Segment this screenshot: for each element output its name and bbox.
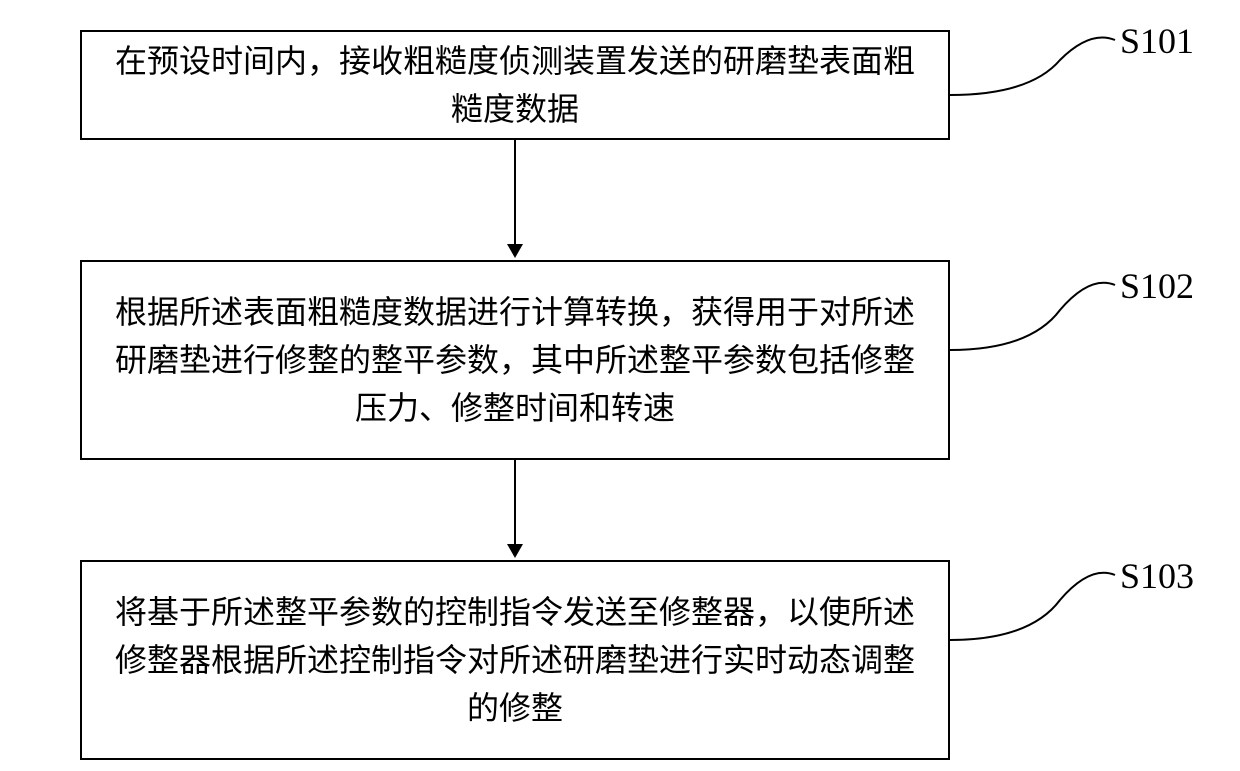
flow-step-3-text: 将基于所述整平参数的控制指令发送至修整器，以使所述修整器根据所述控制指令对所述研… [102, 588, 928, 732]
arrow-2-head [507, 544, 523, 558]
flow-step-2-text: 根据所述表面粗糙度数据进行计算转换，获得用于对所述研磨垫进行修整的整平参数，其中… [102, 288, 928, 432]
step-label-2-text: S102 [1120, 266, 1194, 306]
connector-1 [950, 20, 1120, 100]
arrow-2-line [514, 460, 516, 544]
step-label-3-text: S103 [1120, 556, 1194, 596]
connector-2 [950, 265, 1120, 355]
step-label-1: S101 [1120, 20, 1194, 62]
step-label-2: S102 [1120, 265, 1194, 307]
arrow-1-line [514, 140, 516, 244]
step-label-3: S103 [1120, 555, 1194, 597]
arrow-1-head [507, 244, 523, 258]
connector-3 [950, 555, 1120, 645]
flow-step-2: 根据所述表面粗糙度数据进行计算转换，获得用于对所述研磨垫进行修整的整平参数，其中… [80, 260, 950, 460]
flow-step-3: 将基于所述整平参数的控制指令发送至修整器，以使所述修整器根据所述控制指令对所述研… [80, 560, 950, 760]
flow-step-1-text: 在预设时间内，接收粗糙度侦测装置发送的研磨垫表面粗糙度数据 [102, 37, 928, 133]
flow-step-1: 在预设时间内，接收粗糙度侦测装置发送的研磨垫表面粗糙度数据 [80, 30, 950, 140]
step-label-1-text: S101 [1120, 21, 1194, 61]
flowchart-container: 在预设时间内，接收粗糙度侦测装置发送的研磨垫表面粗糙度数据 根据所述表面粗糙度数… [0, 0, 1240, 771]
